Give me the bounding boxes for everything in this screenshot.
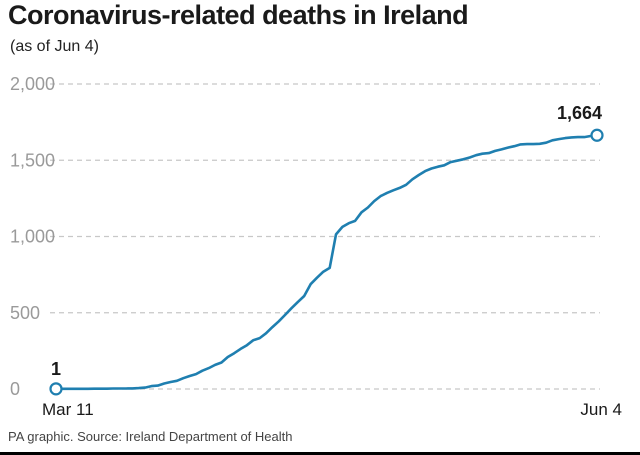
x-tick-label: Jun 4 xyxy=(580,400,622,419)
chart-subtitle: (as of Jun 4) xyxy=(10,38,99,55)
chart-title: Coronavirus-related deaths in Ireland xyxy=(8,0,469,30)
y-tick-label: 1,500 xyxy=(10,150,55,170)
chart-labels: 1 1,664 Mar 11 Jun 4 xyxy=(42,103,622,419)
y-tick-label: 1,000 xyxy=(10,227,55,247)
y-axis-ticks: 0 500 1,000 1,500 2,000 xyxy=(10,74,55,399)
series-line xyxy=(54,133,599,391)
y-tick-label: 2,000 xyxy=(10,74,55,94)
series-layer xyxy=(49,128,604,396)
start-marker xyxy=(49,382,63,396)
y-tick-label: 0 xyxy=(10,379,20,399)
start-value-label: 1 xyxy=(51,359,61,379)
y-tick-label: 500 xyxy=(10,303,40,323)
bottom-rule xyxy=(0,452,640,455)
end-marker xyxy=(590,128,604,142)
end-value-label: 1,664 xyxy=(557,103,602,123)
source-note: PA graphic. Source: Ireland Department o… xyxy=(8,429,293,444)
x-tick-label: Mar 11 xyxy=(42,400,94,419)
gridlines xyxy=(50,83,600,390)
